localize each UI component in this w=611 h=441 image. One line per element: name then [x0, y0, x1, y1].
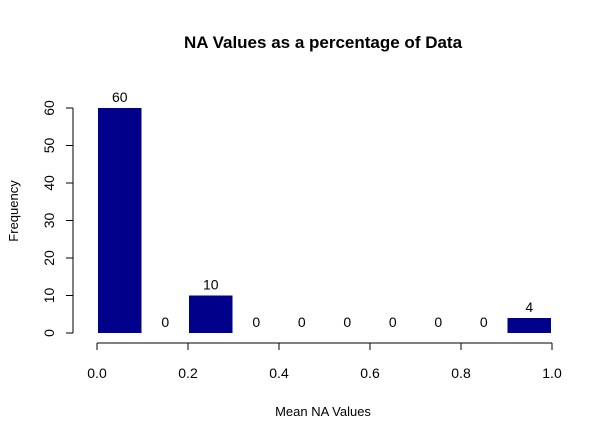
y-tick-label: 0 — [41, 329, 57, 337]
y-tick-label: 60 — [41, 100, 57, 116]
bar-value-label: 4 — [525, 299, 533, 315]
histogram-bar — [189, 295, 233, 333]
bar-value-label: 0 — [252, 314, 260, 330]
bar-value-label: 60 — [112, 89, 128, 105]
y-tick-label: 40 — [41, 175, 57, 191]
x-tick-label: 0.2 — [178, 365, 198, 381]
x-tick-label: 0.0 — [87, 365, 107, 381]
x-tick-label: 0.4 — [269, 365, 289, 381]
y-tick-label: 30 — [41, 213, 57, 229]
bars-layer — [98, 108, 551, 333]
bar-value-label: 0 — [480, 314, 488, 330]
y-axis-title: Frequency — [6, 180, 21, 242]
y-tick-label: 10 — [41, 288, 57, 304]
x-tick-label: 0.8 — [451, 365, 471, 381]
histogram-bar — [507, 318, 551, 333]
bar-value-label: 0 — [161, 314, 169, 330]
y-tick-label: 50 — [41, 138, 57, 154]
chart-title: NA Values as a percentage of Data — [184, 33, 463, 52]
bar-labels-layer: 60 0 10 0 0 0 0 0 0 4 — [112, 89, 533, 330]
bar-value-label: 10 — [203, 277, 219, 293]
bar-value-label: 0 — [389, 314, 397, 330]
bar-value-label: 0 — [434, 314, 442, 330]
x-tick-label: 1.0 — [542, 365, 562, 381]
x-axis-title: Mean NA Values — [275, 404, 371, 419]
y-axis: 0 10 20 30 40 50 60 — [41, 100, 74, 337]
y-tick-label: 20 — [41, 250, 57, 266]
bar-value-label: 0 — [298, 314, 306, 330]
bar-value-label: 0 — [343, 314, 351, 330]
histogram-bar — [98, 108, 142, 333]
x-tick-label: 0.6 — [360, 365, 380, 381]
x-axis: 0.0 0.2 0.4 0.6 0.8 1.0 — [87, 342, 562, 381]
